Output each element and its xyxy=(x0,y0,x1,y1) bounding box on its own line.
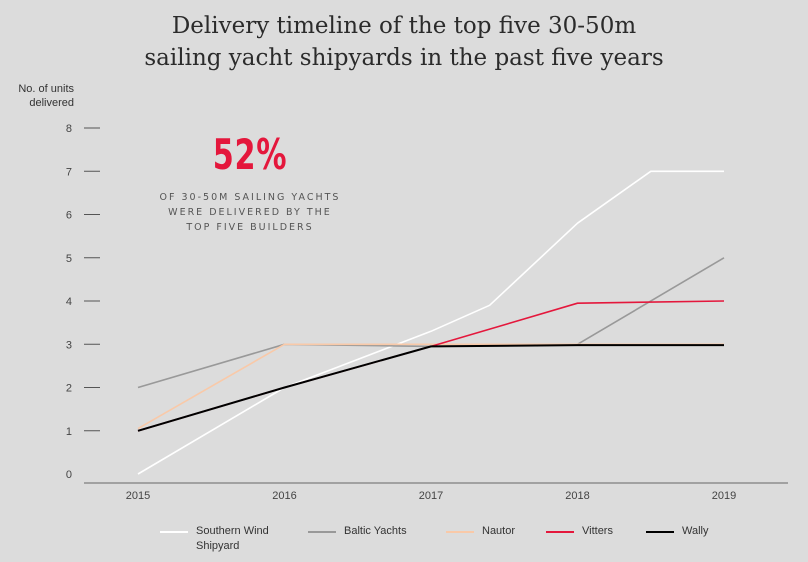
y-axis-label-line: No. of units xyxy=(18,83,74,95)
series-line-baltic-yachts xyxy=(137,257,725,389)
y-tick-label: 0 xyxy=(66,469,72,481)
y-tick-label: 8 xyxy=(66,123,72,135)
legend-swatch xyxy=(308,531,336,533)
callout-text: OF 30-50M SAILING YACHTS WERE DELIVERED B… xyxy=(150,190,350,235)
legend-item: Wally xyxy=(646,524,708,539)
legend-label: Wally xyxy=(682,524,708,539)
series-line-southern-wind-shipyard xyxy=(137,170,724,475)
legend-label: Baltic Yachts xyxy=(344,524,407,539)
y-tick-label: 2 xyxy=(66,383,72,395)
x-tick-label: 2017 xyxy=(419,490,443,502)
x-tick-label: 2015 xyxy=(126,490,150,502)
legend-label-line: Vitters xyxy=(582,525,613,537)
series-line-vitters xyxy=(137,300,725,432)
legend-label-line: Wally xyxy=(682,525,709,537)
y-tick-label: 3 xyxy=(66,339,72,351)
y-tick-label: 4 xyxy=(66,296,72,308)
callout-text-line: OF 30-50M SAILING YACHTS xyxy=(159,192,341,203)
chart-title: Delivery timeline of the top five 30-50m… xyxy=(0,10,808,74)
legend-swatch xyxy=(446,531,474,533)
chart-legend: Southern Wind Shipyard Baltic Yachts Nautor… xyxy=(160,524,800,558)
callout-text-line: WERE DELIVERED BY THE xyxy=(168,207,332,218)
chart-title-line: sailing yacht shipyards in the past five… xyxy=(144,45,664,71)
legend-label: Vitters xyxy=(582,524,613,539)
series-line-wally xyxy=(137,344,724,432)
x-tick-label: 2019 xyxy=(712,490,736,502)
y-tick-label: 5 xyxy=(66,253,72,265)
legend-item: Southern Wind Shipyard xyxy=(160,524,269,554)
y-tick-label: 6 xyxy=(66,210,72,222)
legend-item: Vitters xyxy=(546,524,613,539)
legend-label: Southern Wind Shipyard xyxy=(196,524,269,554)
y-tick-label: 1 xyxy=(66,426,72,438)
legend-swatch xyxy=(546,531,574,533)
legend-item: Nautor xyxy=(446,524,515,539)
y-tick-label: 7 xyxy=(66,166,72,178)
callout-text-line: TOP FIVE BUILDERS xyxy=(186,222,314,233)
legend-item: Baltic Yachts xyxy=(308,524,407,539)
chart-title-line: Delivery timeline of the top five 30-50m xyxy=(171,13,637,39)
y-axis-label-line: delivered xyxy=(29,97,74,109)
x-tick-label: 2016 xyxy=(272,490,296,502)
x-tick-label: 2018 xyxy=(565,490,589,502)
y-axis-label: No. of units delivered xyxy=(6,82,74,110)
legend-label: Nautor xyxy=(482,524,515,539)
legend-label-line: Southern Wind xyxy=(196,525,269,537)
legend-label-line: Nautor xyxy=(482,525,516,537)
legend-label-line: Baltic Yachts xyxy=(344,525,407,537)
line-chart: 0 1 2 3 4 5 6 7 8 2015 2016 2017 2018 2019 xyxy=(66,123,788,502)
callout-percentage: 52% xyxy=(212,130,288,179)
series-line-nautor xyxy=(137,343,724,430)
legend-swatch xyxy=(160,531,188,533)
legend-swatch xyxy=(646,531,674,533)
legend-label-line: Shipyard xyxy=(196,540,240,552)
